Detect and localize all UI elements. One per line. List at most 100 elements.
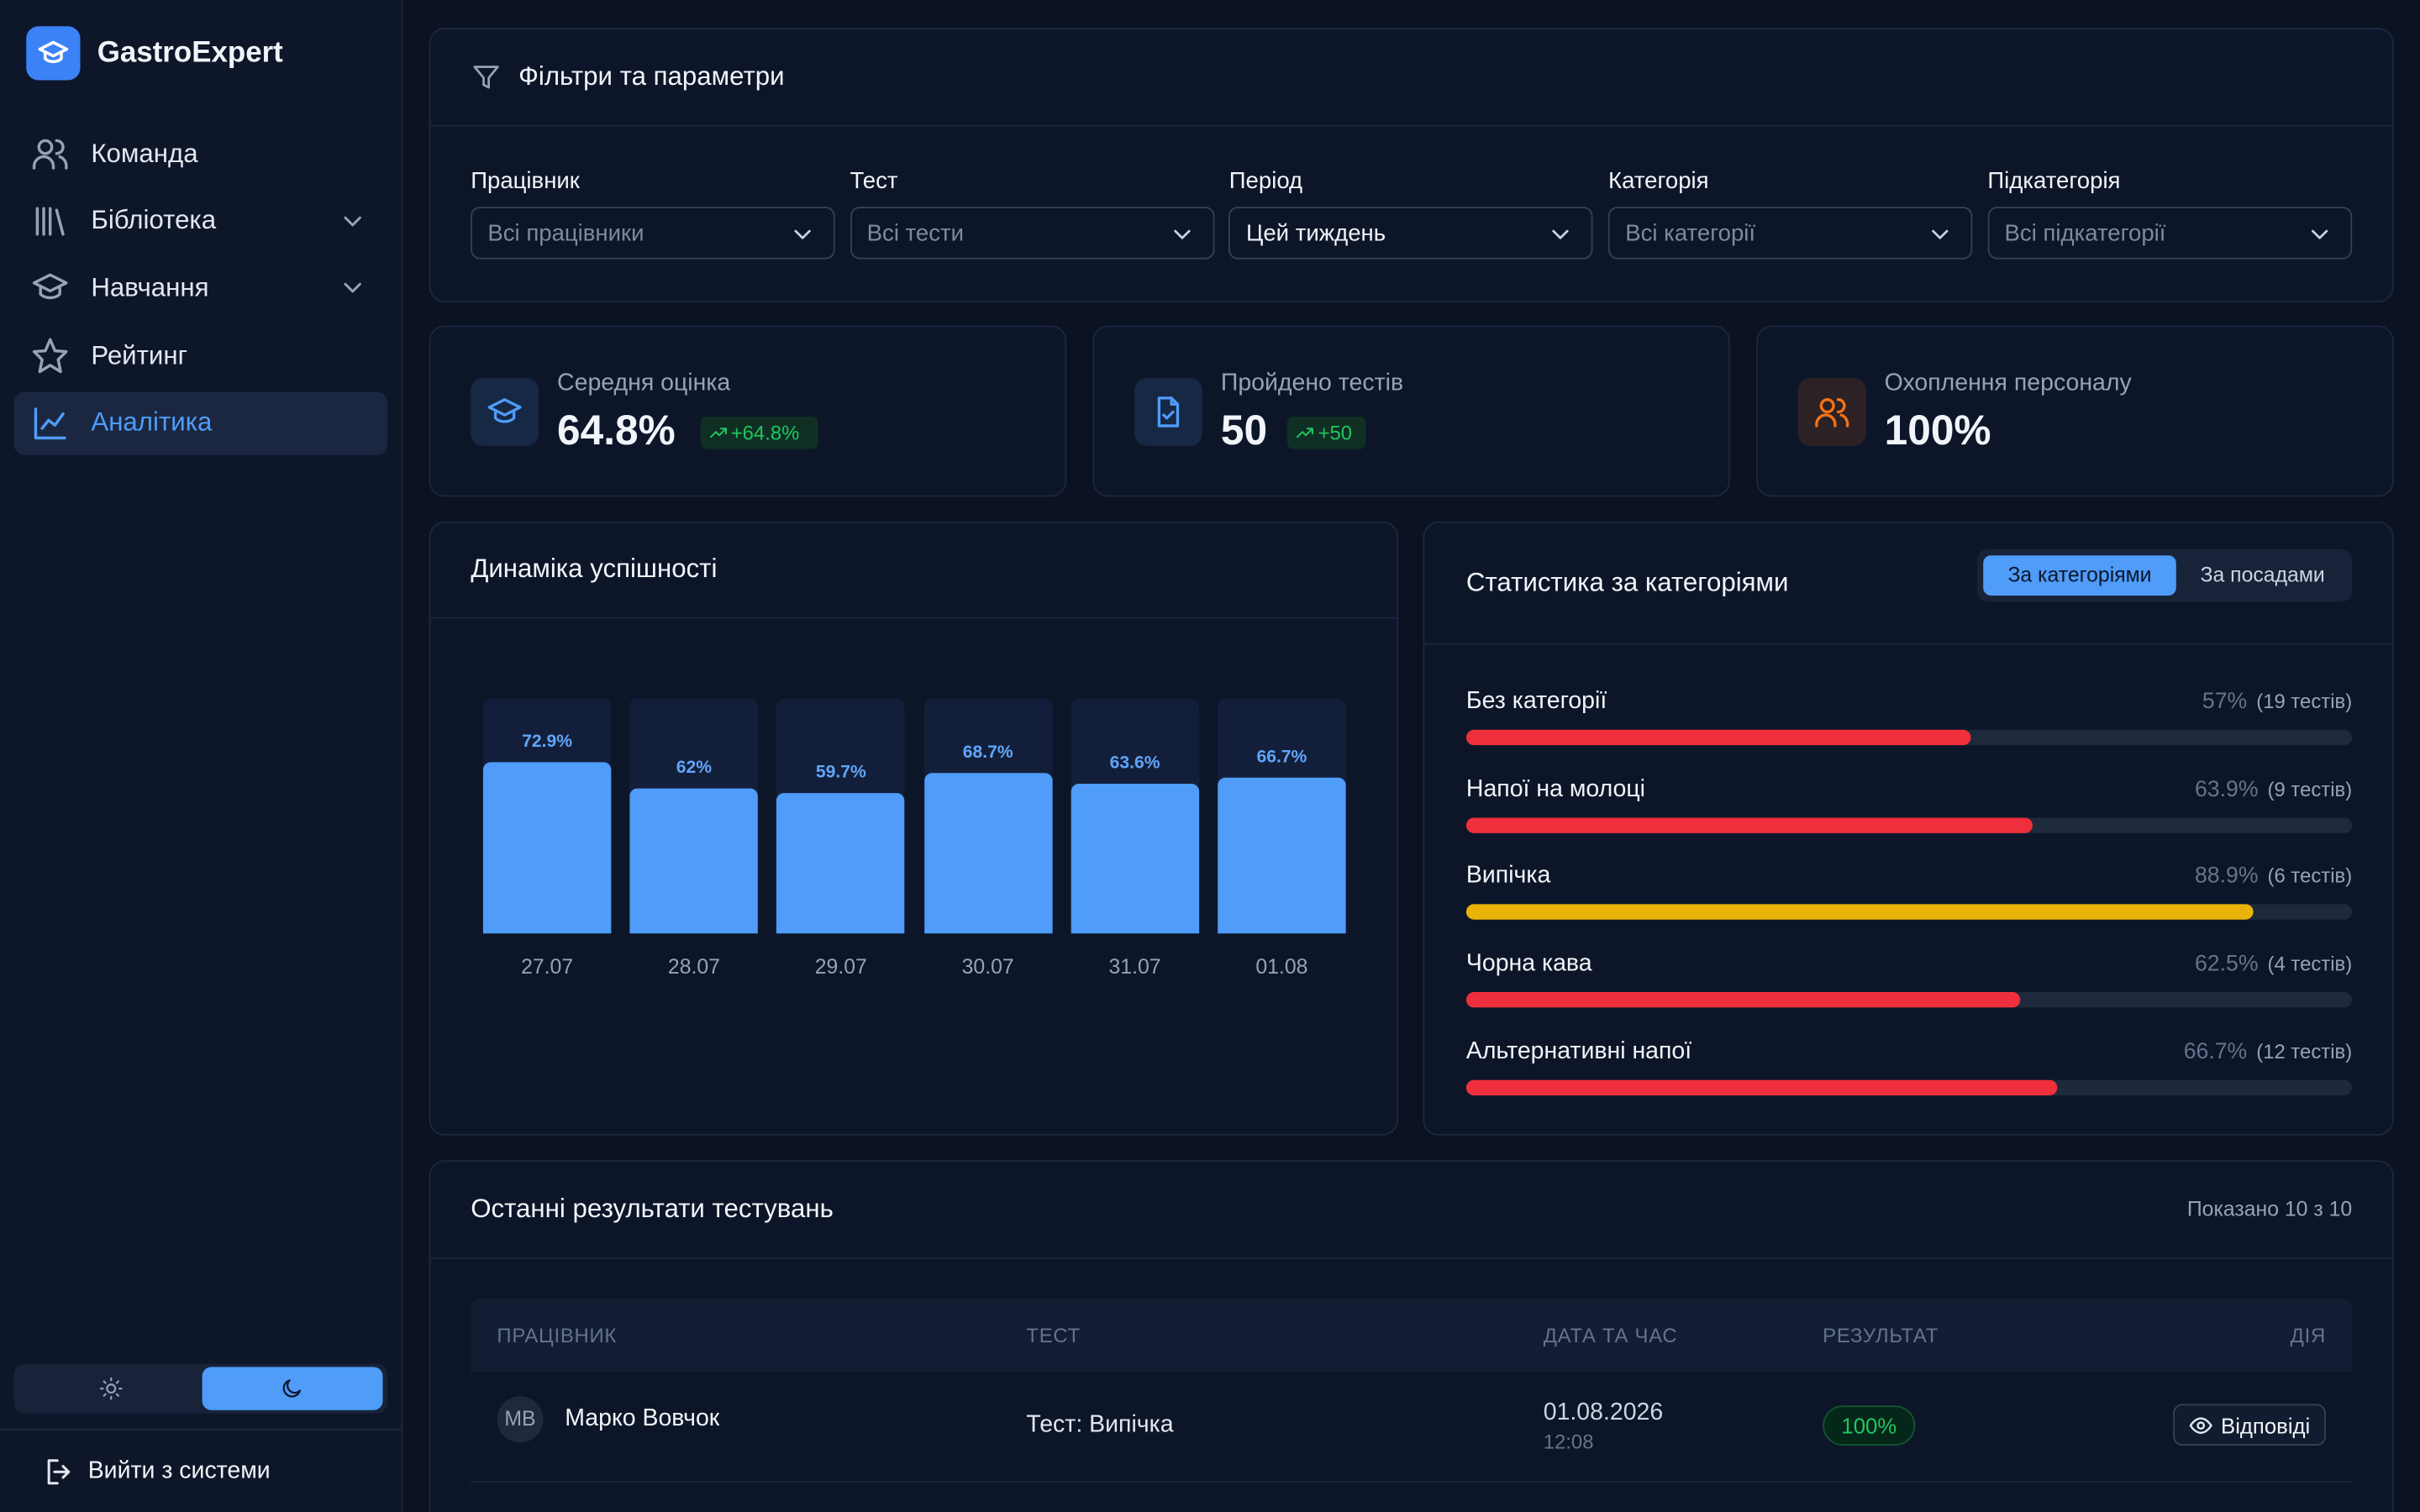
icon-chart xyxy=(34,407,66,439)
icon-chev xyxy=(794,229,811,239)
bar xyxy=(1071,784,1199,934)
bar xyxy=(629,788,759,934)
results-shown: Показано 10 з 10 xyxy=(2186,1197,2353,1221)
column-header: ДАТА ТА ЧАС xyxy=(1543,1323,1678,1347)
icon-chev xyxy=(344,283,361,294)
chart-title: Динаміка успішності xyxy=(471,554,718,584)
progress-bar xyxy=(1465,1079,2058,1095)
tab-label: За посадами xyxy=(2200,563,2325,586)
icon-moon xyxy=(282,1379,302,1398)
icon-filter xyxy=(473,66,499,89)
icon xyxy=(99,1376,124,1400)
category-meta: 63.9% (9 тестів) xyxy=(2195,774,2352,805)
stat-change: +50 xyxy=(1286,416,1366,449)
icon-library xyxy=(35,206,65,236)
icon-users xyxy=(1815,398,1849,428)
app-name: GastroExpert xyxy=(97,37,283,70)
test-name: Тест: Випічка xyxy=(1026,1411,1174,1438)
card xyxy=(1756,325,2394,497)
bar-value-label: 63.6% xyxy=(1109,754,1160,774)
icon-chart xyxy=(40,412,65,430)
icon xyxy=(1547,221,1575,249)
select[interactable]: Всі підкатегорії xyxy=(1987,207,2352,260)
nav-item[interactable]: Рейтинг xyxy=(14,324,387,387)
bar-value-label: 62% xyxy=(676,759,713,778)
select[interactable]: Всі категорії xyxy=(1608,207,1973,260)
logout[interactable]: Вийти з системи xyxy=(31,1447,386,1497)
icon-file xyxy=(1170,396,1180,406)
bar xyxy=(1218,776,1346,934)
icon-chev xyxy=(1173,229,1191,239)
icon xyxy=(487,393,523,430)
sidebar xyxy=(0,0,403,1512)
select[interactable]: Всі працівники xyxy=(471,207,835,260)
icon-users xyxy=(32,139,68,170)
icon xyxy=(2306,221,2333,249)
divider xyxy=(430,124,2392,127)
icon xyxy=(471,61,502,92)
nav-item[interactable]: Бібліотека xyxy=(14,189,387,252)
icon-logout xyxy=(47,1459,71,1485)
card xyxy=(429,325,1067,497)
category-meta: 66.7% (12 тестів) xyxy=(2184,1037,2352,1068)
theme-dark[interactable] xyxy=(202,1367,383,1410)
stat-icon xyxy=(1797,378,1866,446)
stat-label: Охоплення персоналу xyxy=(1884,370,2132,397)
icon-file xyxy=(1162,410,1175,420)
employee-name: Марко Вовчок xyxy=(565,1405,720,1432)
progress-bar xyxy=(1465,729,1971,746)
icon-cap xyxy=(38,40,69,58)
nav-item[interactable]: Команда xyxy=(14,122,387,185)
result-value: 100% xyxy=(1841,1413,1897,1438)
icon-sun xyxy=(99,1377,123,1400)
answers-button[interactable]: Відповіді xyxy=(2173,1404,2326,1446)
filters-title: Фільтри та параметри xyxy=(518,61,785,92)
icon xyxy=(789,221,817,249)
select[interactable]: Цей тиждень xyxy=(1228,207,1594,260)
icon-file xyxy=(1157,396,1180,428)
nav-item[interactable]: Навчання xyxy=(14,257,387,320)
bar xyxy=(776,793,906,934)
icon-eye xyxy=(2189,1417,2212,1434)
bar-value-label: 72.9% xyxy=(522,732,573,752)
column-header: ТЕСТ xyxy=(1026,1323,1081,1347)
x-tick-label: 30.07 xyxy=(961,954,1014,979)
select-value: Всі категорії xyxy=(1625,219,1756,246)
progress-bar xyxy=(1465,816,2033,833)
icon-chev xyxy=(344,216,361,226)
category-name: Без категорії xyxy=(1465,688,1607,715)
avatar-initials: МВ xyxy=(504,1407,536,1431)
icon-chev xyxy=(1932,229,1949,239)
icon xyxy=(1295,423,1315,443)
stat-value: 64.8% xyxy=(557,407,676,454)
category-meta: 57% (19 тестів) xyxy=(2202,686,2352,717)
bar xyxy=(923,772,1052,934)
x-tick-label: 29.07 xyxy=(814,954,867,979)
icon xyxy=(279,1376,303,1400)
avatar xyxy=(497,1396,544,1443)
select-value: Цей тиждень xyxy=(1245,219,1386,246)
icon-filter xyxy=(473,66,499,89)
stat-icon xyxy=(471,378,539,446)
nav-item[interactable]: Аналітика xyxy=(13,391,388,455)
icon-trend xyxy=(1306,428,1313,435)
x-tick-label: 01.08 xyxy=(1255,954,1308,979)
filter-label: Працівник xyxy=(471,168,580,195)
nav-label: Аналітика xyxy=(91,407,213,438)
select[interactable]: Всі тести xyxy=(850,207,1214,260)
icon-chev xyxy=(794,229,811,239)
category-count: (4 тестів) xyxy=(2267,952,2353,975)
icon xyxy=(31,134,70,173)
stat-value: 100% xyxy=(1884,407,1991,454)
icon-chev xyxy=(1553,229,1570,239)
category-count: (6 тестів) xyxy=(2267,864,2353,888)
table-header xyxy=(471,1299,2353,1372)
theme-light[interactable] xyxy=(18,1367,201,1410)
filter-label: Період xyxy=(1228,168,1303,195)
stat-label: Середня оцінка xyxy=(557,370,731,397)
nav-label: Рейтинг xyxy=(91,340,188,370)
tab-active[interactable] xyxy=(1983,555,2176,596)
nav-label: Команда xyxy=(91,138,198,168)
time: 12:08 xyxy=(1543,1430,1594,1454)
